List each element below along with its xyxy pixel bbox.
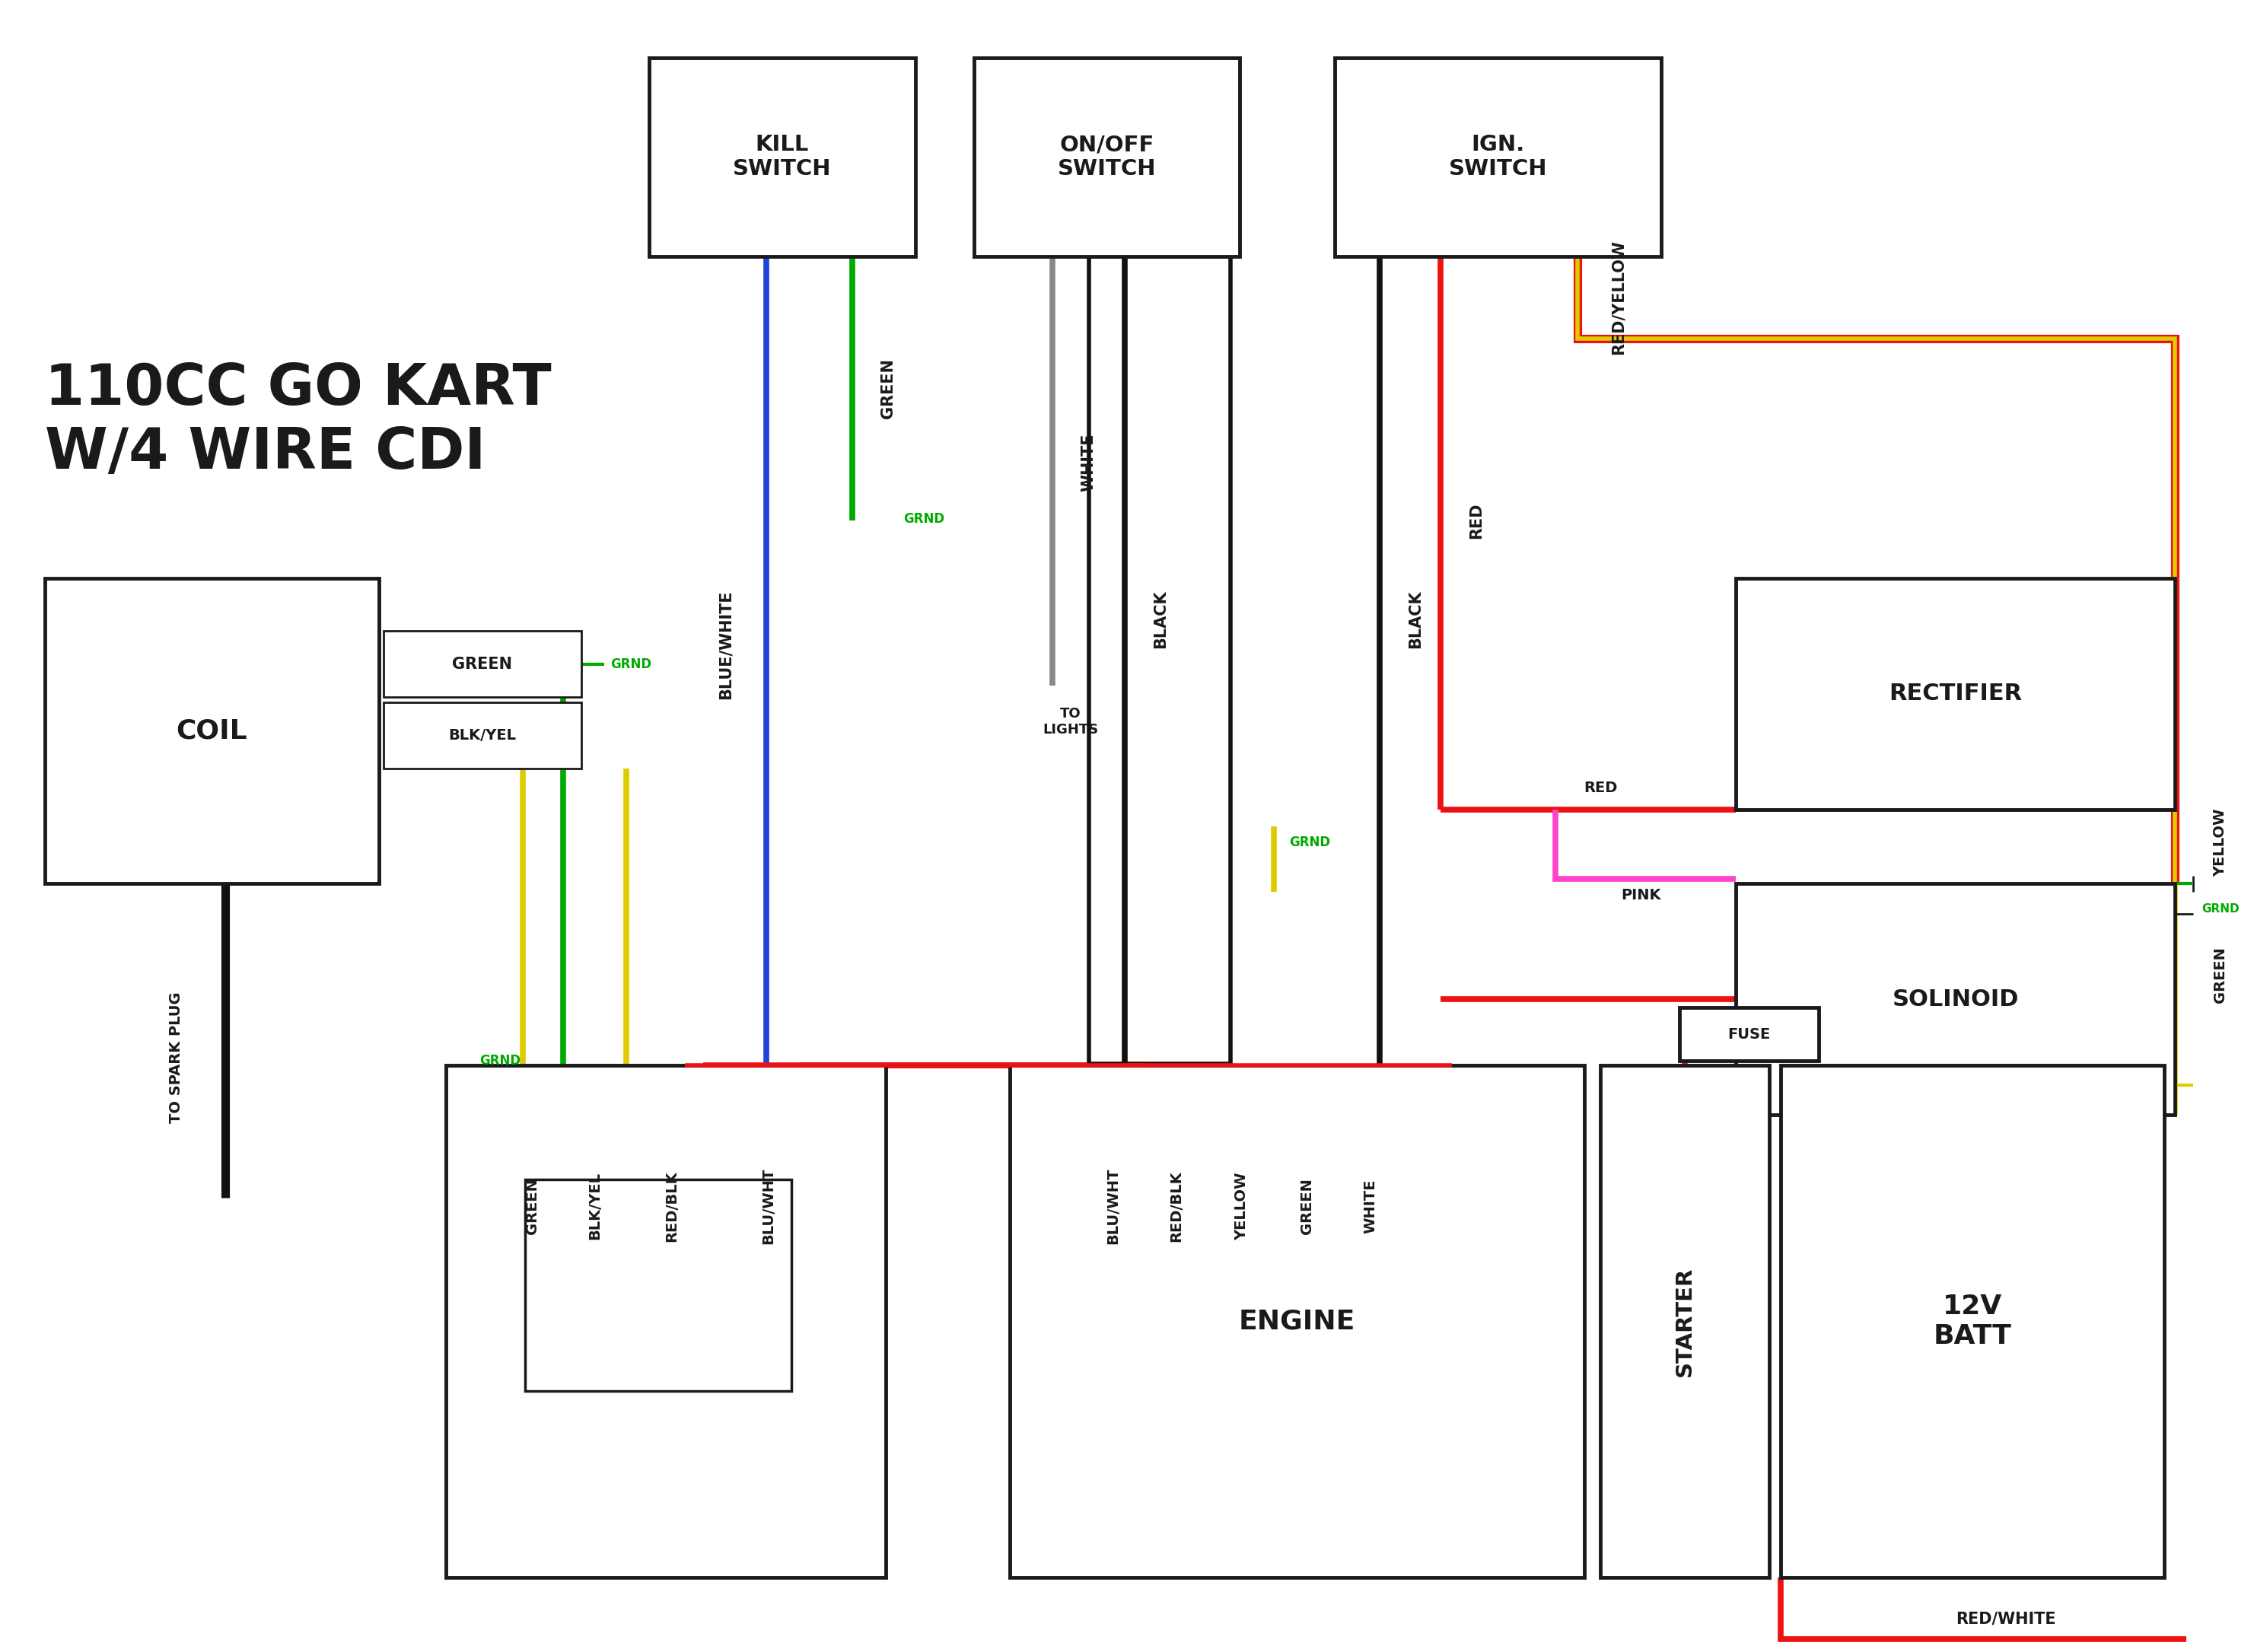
Bar	[1736, 884, 2175, 1115]
Text: GRND: GRND	[904, 512, 944, 525]
Text: BLACK: BLACK	[1409, 590, 1422, 649]
Text: GRND: GRND	[611, 657, 651, 671]
Text: WHITE: WHITE	[1082, 433, 1095, 492]
Text: 12V
BATT: 12V BATT	[1934, 1294, 2011, 1350]
Text: BLK/YEL: BLK/YEL	[449, 729, 516, 742]
Text: RED/WHITE: RED/WHITE	[1956, 1611, 2056, 1627]
Text: BLACK: BLACK	[1154, 590, 1168, 649]
Bar	[1600, 1066, 1769, 1578]
Bar	[525, 1180, 791, 1391]
Text: ON/OFF
SWITCH: ON/OFF SWITCH	[1057, 134, 1156, 180]
Text: YELLOW: YELLOW	[2213, 808, 2227, 877]
Text: 110CC GO KART
W/4 WIRE CDI: 110CC GO KART W/4 WIRE CDI	[45, 362, 552, 481]
Bar	[1736, 578, 2175, 809]
Text: COIL: COIL	[176, 719, 248, 743]
Text: BLU/WHT: BLU/WHT	[762, 1168, 775, 1244]
Text: KILL
SWITCH: KILL SWITCH	[733, 134, 832, 180]
Text: STARTER: STARTER	[1675, 1267, 1695, 1376]
Bar	[446, 1066, 886, 1578]
Text: IGN.
SWITCH: IGN. SWITCH	[1449, 134, 1546, 180]
Bar	[649, 58, 915, 256]
Bar	[383, 631, 582, 697]
Text: SOLINOID: SOLINOID	[1891, 988, 2020, 1011]
Text: TO SPARK PLUG: TO SPARK PLUG	[169, 991, 183, 1123]
Text: GRND: GRND	[2202, 904, 2238, 914]
Text: GREEN: GREEN	[881, 358, 895, 418]
Text: RED/BLK: RED/BLK	[665, 1170, 678, 1242]
Text: PINK: PINK	[1621, 889, 1661, 902]
Text: RECTIFIER: RECTIFIER	[1889, 682, 2022, 705]
Text: CDI: CDI	[640, 1308, 692, 1335]
Text: YELLOW: YELLOW	[1235, 1171, 1249, 1241]
Text: GREEN: GREEN	[2213, 947, 2227, 1003]
Bar	[1010, 1066, 1585, 1578]
Bar	[1679, 1008, 1819, 1061]
Text: BLU/WHT: BLU/WHT	[1107, 1168, 1120, 1244]
Bar	[45, 578, 379, 884]
Text: RED/BLK: RED/BLK	[1170, 1170, 1183, 1242]
Bar	[1334, 58, 1661, 256]
Bar	[1781, 1066, 2164, 1578]
Bar	[383, 702, 582, 768]
Bar	[974, 58, 1240, 256]
Text: ENGINE: ENGINE	[1240, 1308, 1355, 1335]
Text: RED/YELLOW: RED/YELLOW	[1612, 240, 1625, 355]
Bar	[1089, 256, 1231, 1064]
Text: BLK/YEL: BLK/YEL	[588, 1173, 602, 1239]
Text: GRND: GRND	[480, 1054, 521, 1067]
Text: RED: RED	[1470, 502, 1483, 539]
Text: WHITE: WHITE	[1364, 1180, 1377, 1232]
Text: BLUE/WHITE: BLUE/WHITE	[719, 590, 733, 699]
Text: FUSE: FUSE	[1729, 1028, 1769, 1041]
Text: TO
LIGHTS: TO LIGHTS	[1044, 707, 1098, 737]
Text: GRND: GRND	[1289, 836, 1330, 849]
Text: GREEN: GREEN	[1301, 1178, 1314, 1234]
Text: GREEN: GREEN	[453, 656, 512, 672]
Text: RED: RED	[1585, 781, 1616, 795]
Text: GREEN: GREEN	[525, 1178, 539, 1234]
